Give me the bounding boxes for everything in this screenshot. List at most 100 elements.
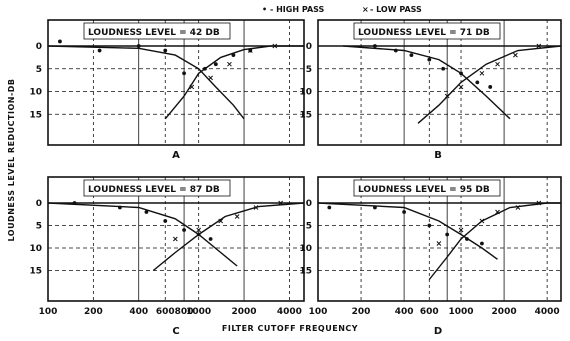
panel-c-ytick-15: 15 xyxy=(29,267,42,277)
panel-d-ytick-0: 0 xyxy=(306,199,312,209)
panel-b-high-pass-point-6 xyxy=(475,80,480,85)
panel-a-ytick-0: 0 xyxy=(36,42,42,52)
panel-c-low-pass-point-1 xyxy=(196,227,202,233)
panel-d-high-pass-point-0 xyxy=(327,205,332,210)
panel-a-ytick-5: 5 xyxy=(36,65,42,75)
panel-c-xtick-200: 200 xyxy=(84,307,103,317)
panel-b-title-box xyxy=(353,22,501,40)
panel-b-low-pass-point-2 xyxy=(479,70,485,76)
panel-d-xtick-200: 200 xyxy=(352,307,371,317)
panel-c-xtick-4000: 4000 xyxy=(277,307,302,317)
panel-b-ytick-15: 15 xyxy=(299,110,312,120)
legend-low-pass-label: - LOW PASS xyxy=(370,5,422,14)
legend-high-pass-symbol: • xyxy=(262,5,267,14)
panel-a-high-pass-point-6 xyxy=(213,62,218,67)
legend-high-pass-label: - HIGH PASS xyxy=(270,5,325,14)
panel-a-low-pass-point-0 xyxy=(189,84,195,90)
panel-d-title-box xyxy=(353,179,501,197)
panel-a-low-pass-point-2 xyxy=(227,61,232,67)
panel-b-high-pass-point-2 xyxy=(409,53,414,57)
panel-d: 0 5 10 15 LOUDNESS LEVEL = 95 DB 100 200 400 600… xyxy=(299,176,562,337)
panel-b-ytick-10: 10 xyxy=(299,88,312,98)
panel-c-title-box xyxy=(83,179,231,197)
panel-b-high-pass-point-7 xyxy=(488,85,493,89)
panel-b-high-pass-point-0 xyxy=(373,44,377,48)
panel-d-letter: D xyxy=(434,326,442,337)
panel-c-ytick-0: 0 xyxy=(36,199,42,209)
panel-c-curve-low-pass xyxy=(152,202,305,272)
panel-b-title: LOUDNESS LEVEL = 71 DB xyxy=(358,28,490,38)
panel-c-title: LOUDNESS LEVEL = 87 DB xyxy=(88,185,220,195)
panel-a: 0 5 10 15 LOUDNESS LEVEL = 42 DB A xyxy=(29,19,305,161)
panel-a-low-pass-point-4 xyxy=(272,43,278,49)
panel-b-high-pass-point-4 xyxy=(441,66,446,71)
panel-b-ytick-0: 0 xyxy=(306,42,312,52)
panel-a-high-pass-point-2 xyxy=(136,44,141,48)
panel-d-high-pass-point-1 xyxy=(373,205,377,210)
panel-c-xtick-2000: 2000 xyxy=(232,307,257,317)
y-axis-label: LOUDNESS LEVEL REDUCTION-DB xyxy=(7,78,16,241)
panel-a-high-pass-point-1 xyxy=(97,48,102,53)
panel-d-curve-low-pass xyxy=(428,202,561,280)
panel-d-xtick-100: 100 xyxy=(309,307,328,317)
panel-d-low-pass-point-2 xyxy=(479,218,485,224)
panel-c-xtick-600: 600 xyxy=(156,307,175,317)
panel-c-ytick-10: 10 xyxy=(29,244,42,254)
panel-b-curve-high-pass xyxy=(343,45,511,120)
panel-d-high-pass-point-4 xyxy=(445,232,450,237)
panel-a-curve-high-pass xyxy=(47,45,245,120)
panel-d-xtick-2000: 2000 xyxy=(492,307,517,317)
panel-c-high-pass-point-2 xyxy=(144,210,149,214)
panel-d-title: LOUDNESS LEVEL = 95 DB xyxy=(358,185,490,195)
panel-c-high-pass-point-4 xyxy=(182,228,186,232)
panel-a-title: LOUDNESS LEVEL = 42 DB xyxy=(88,28,220,38)
panel-c-high-pass-point-1 xyxy=(117,205,122,210)
panel-d-ytick-15: 15 xyxy=(299,267,312,277)
panel-b-low-pass-point-3 xyxy=(495,61,500,67)
panel-c-xtick-800: 800 xyxy=(175,307,194,317)
panel-d-low-pass-point-5 xyxy=(536,200,542,206)
panel-d-high-pass-point-5 xyxy=(465,237,469,241)
panel-b-curve-low-pass xyxy=(417,45,562,124)
panel-c-ytick-5: 5 xyxy=(36,222,42,232)
panel-b-high-pass-point-3 xyxy=(427,57,432,62)
panel-b-low-pass-point-1 xyxy=(458,84,464,90)
panel-a-high-pass-point-4 xyxy=(182,71,186,76)
panel-c-high-pass-point-3 xyxy=(163,219,168,223)
panel-c: 0 5 10 15 LOUDNESS LEVEL = 87 DB 100 200 400 600… xyxy=(29,176,305,337)
panel-d-low-pass-point-1 xyxy=(458,227,464,233)
panel-d-low-pass-point-0 xyxy=(436,241,442,246)
panel-d-ytick-5: 5 xyxy=(306,222,312,232)
panel-b-low-pass-point-5 xyxy=(536,43,542,49)
panel-a-letter: A xyxy=(172,150,180,161)
panel-a-ytick-15: 15 xyxy=(29,110,42,120)
panel-a-low-pass-point-3 xyxy=(247,48,253,53)
panel-c-xtick-100: 100 xyxy=(39,307,58,317)
panel-c-low-pass-point-4 xyxy=(253,205,259,210)
panel-d-low-pass-point-3 xyxy=(495,209,500,215)
panel-c-high-pass-point-0 xyxy=(72,201,77,205)
panels-group: 0 5 10 15 LOUDNESS LEVEL = 42 DB A 0 5 10 15 LOUDN… xyxy=(29,19,562,337)
panel-a-title-box xyxy=(83,22,231,40)
panel-c-curve-high-pass xyxy=(47,202,238,267)
panel-c-low-pass-point-5 xyxy=(278,200,284,206)
panel-d-ytick-10: 10 xyxy=(299,244,312,254)
panel-b: 0 5 10 15 LOUDNESS LEVEL = 71 DB B xyxy=(299,19,562,161)
panel-a-low-pass-point-1 xyxy=(208,75,213,81)
panel-d-high-pass-point-6 xyxy=(480,241,484,246)
x-axis-label: FILTER CUTOFF FREQUENCY xyxy=(222,324,358,333)
panel-c-low-pass-point-2 xyxy=(218,218,224,224)
panel-b-high-pass-point-5 xyxy=(459,71,463,76)
panel-b-ytick-5: 5 xyxy=(306,65,312,75)
panel-d-xtick-400: 400 xyxy=(395,307,414,317)
panel-b-low-pass-point-0 xyxy=(444,93,450,99)
panel-c-letter: C xyxy=(172,326,179,337)
panel-a-high-pass-point-3 xyxy=(163,48,168,53)
panel-d-xtick-4000: 4000 xyxy=(535,307,560,317)
panel-a-high-pass-point-7 xyxy=(231,53,236,57)
panel-d-xtick-1000: 1000 xyxy=(448,307,473,317)
panel-c-xtick-1000: 1000 xyxy=(186,307,211,317)
panel-d-high-pass-point-2 xyxy=(402,210,407,214)
panel-c-low-pass-point-3 xyxy=(234,214,240,219)
